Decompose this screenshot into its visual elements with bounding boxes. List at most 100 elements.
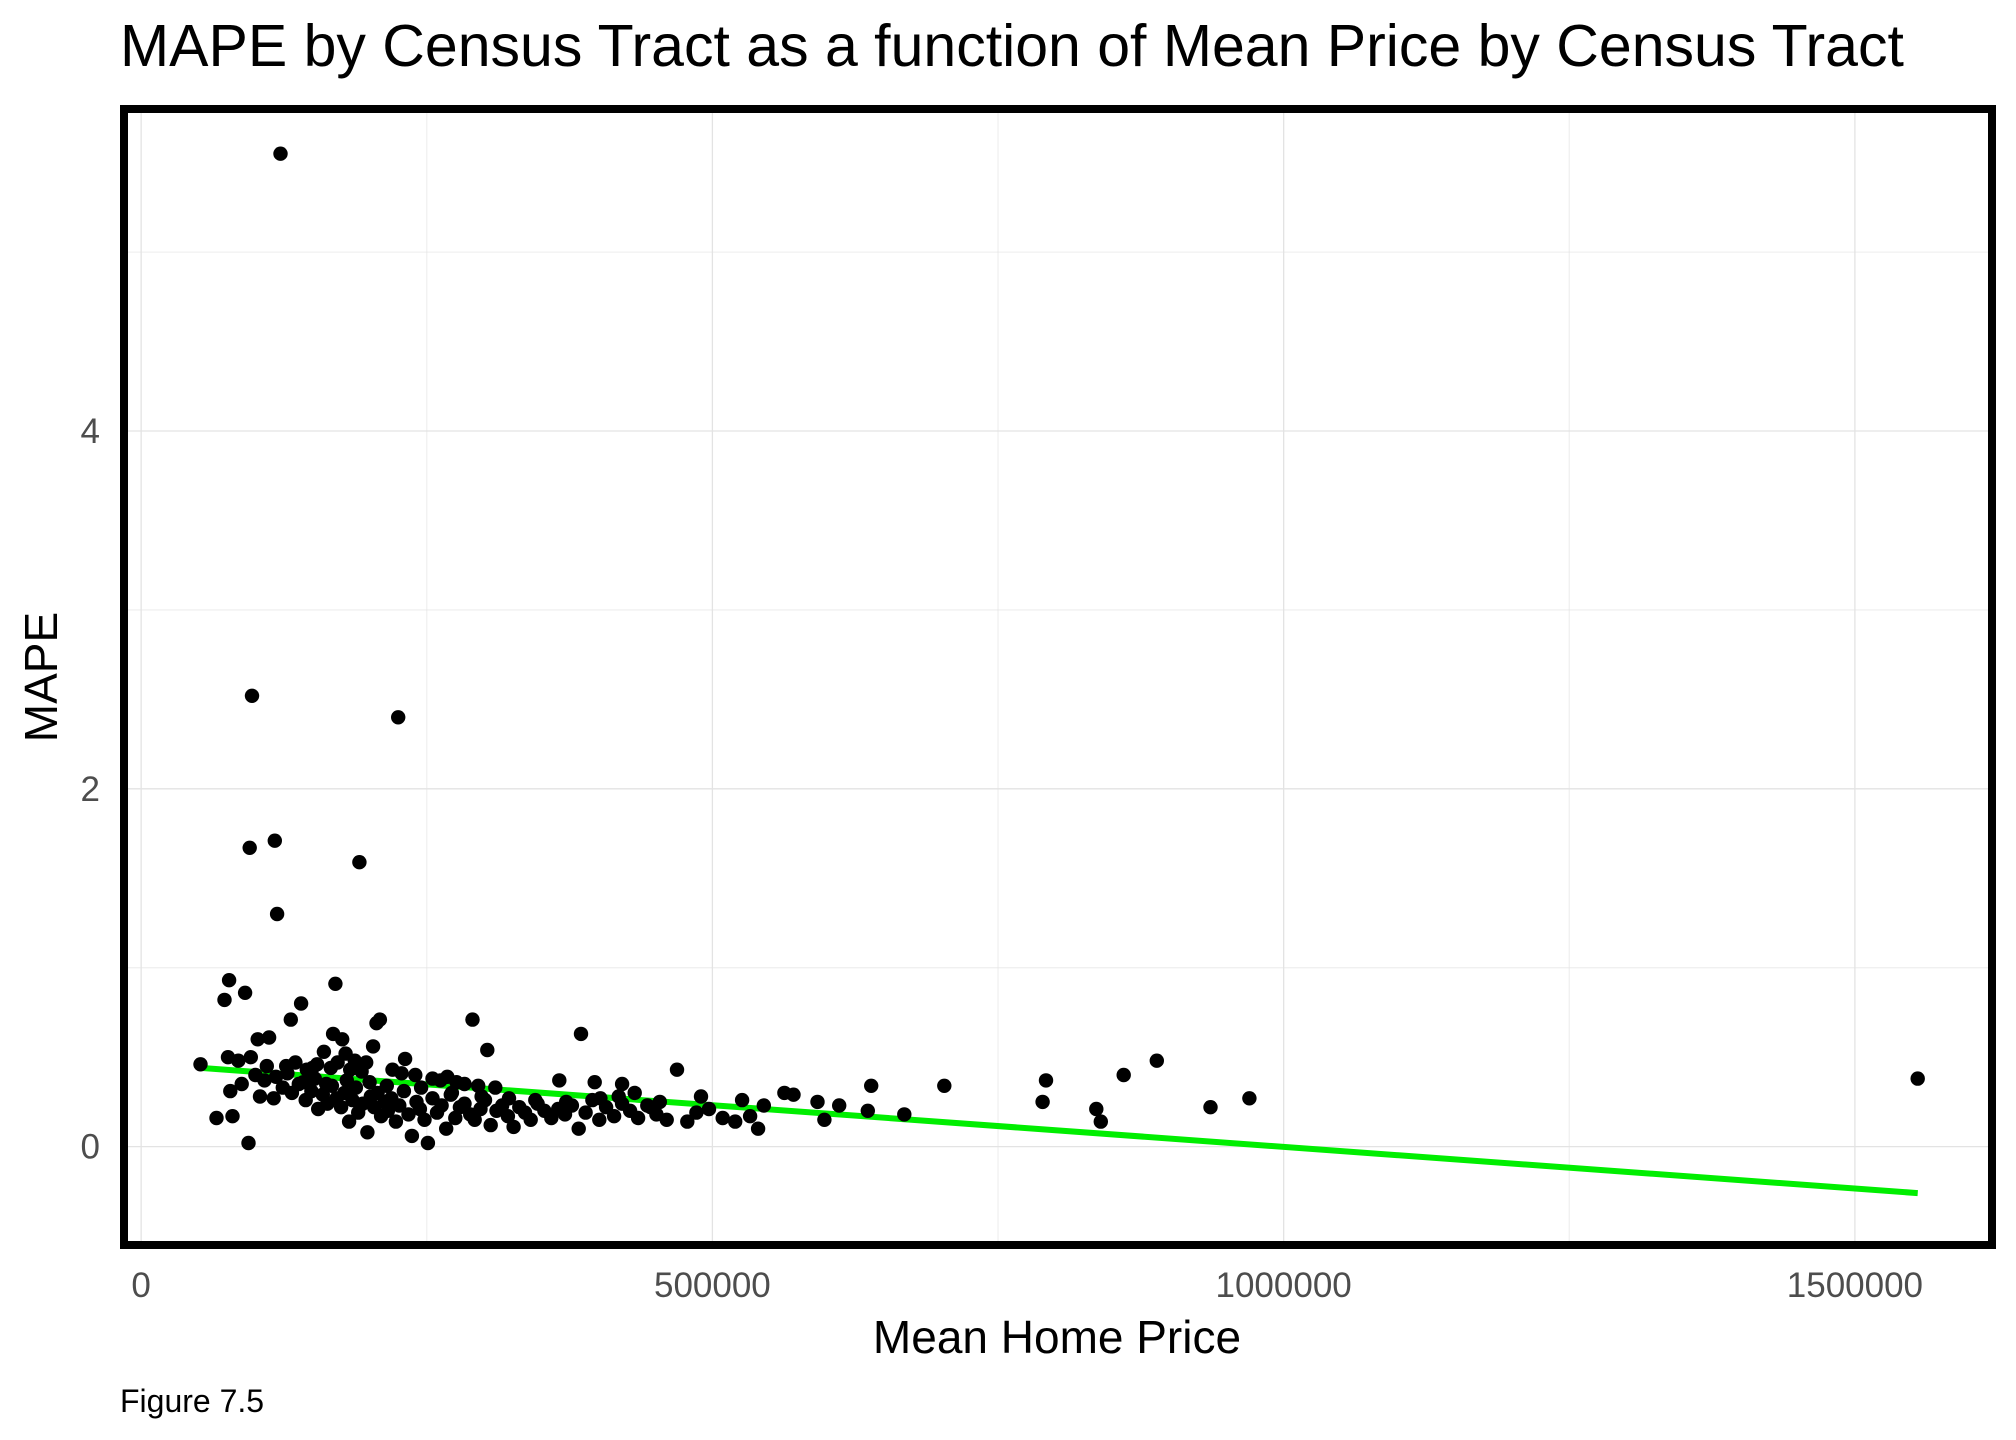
data-point — [593, 1091, 608, 1106]
data-point — [293, 996, 309, 1011]
data-point — [379, 1078, 394, 1094]
data-point — [592, 1112, 607, 1128]
data-point — [587, 1075, 602, 1090]
data-point — [444, 1085, 460, 1101]
data-point — [209, 1110, 224, 1126]
data-point — [693, 1089, 709, 1104]
data-point — [897, 1107, 912, 1122]
data-point — [242, 840, 257, 855]
data-point — [786, 1087, 801, 1102]
data-point — [448, 1110, 463, 1126]
data-point — [257, 1073, 272, 1088]
x-tick-label: 500000 — [654, 1266, 771, 1305]
data-point — [365, 1039, 381, 1054]
data-point — [250, 1032, 265, 1047]
data-point — [217, 992, 232, 1008]
data-point — [328, 976, 343, 991]
data-point — [1116, 1067, 1131, 1083]
data-point — [362, 1075, 377, 1090]
data-point — [360, 1125, 375, 1140]
data-point — [434, 1098, 449, 1113]
data-point — [234, 1076, 249, 1092]
data-point — [296, 1075, 311, 1090]
y-tick-label: 4 — [81, 412, 100, 451]
data-point — [680, 1114, 695, 1129]
data-point — [439, 1121, 454, 1136]
data-point — [756, 1098, 771, 1113]
data-point — [500, 1109, 516, 1124]
data-point — [225, 1109, 240, 1124]
data-point — [578, 1105, 593, 1120]
data-point — [280, 1066, 295, 1081]
data-point — [223, 1083, 238, 1099]
data-point — [832, 1098, 847, 1113]
data-point — [734, 1092, 750, 1108]
data-point — [465, 1012, 480, 1027]
y-tick-label: 0 — [81, 1128, 100, 1167]
data-point — [728, 1114, 743, 1129]
data-point — [241, 1135, 256, 1151]
data-point — [1089, 1101, 1104, 1117]
data-point — [488, 1080, 503, 1095]
data-point — [1149, 1053, 1165, 1068]
data-point — [559, 1094, 574, 1110]
data-point — [659, 1112, 674, 1128]
data-point — [552, 1073, 567, 1088]
data-point — [480, 1042, 495, 1058]
data-point — [1910, 1071, 1925, 1086]
panel-border — [120, 105, 1996, 1249]
data-point — [689, 1105, 704, 1120]
data-point — [573, 1026, 589, 1042]
data-point — [388, 1114, 404, 1129]
y-axis-ticks: 0 2 4 — [81, 412, 100, 1167]
data-point — [614, 1076, 630, 1092]
data-point — [397, 1051, 413, 1067]
data-point — [457, 1076, 472, 1092]
data-point — [392, 1098, 407, 1113]
data-point — [457, 1096, 472, 1111]
x-axis-title: Mean Home Price — [873, 1311, 1241, 1363]
data-point — [412, 1101, 428, 1117]
data-point — [715, 1110, 730, 1126]
data-point — [307, 1071, 322, 1086]
data-point — [1093, 1114, 1109, 1129]
data-point — [420, 1135, 436, 1151]
data-point — [417, 1112, 432, 1128]
data-point — [701, 1101, 717, 1117]
data-point — [506, 1119, 521, 1135]
data-point — [750, 1121, 766, 1136]
figure-caption: Figure 7.5 — [120, 1383, 264, 1419]
grid-lines — [124, 109, 1992, 1245]
data-point — [266, 1091, 281, 1106]
chart-title: MAPE by Census Tract as a function of Me… — [120, 13, 1904, 79]
data-point — [643, 1100, 658, 1115]
data-point — [352, 855, 367, 870]
data-point — [396, 1083, 412, 1099]
y-axis-title: MAPE — [15, 612, 67, 742]
data-point — [309, 1057, 325, 1072]
data-point — [1203, 1100, 1218, 1115]
data-point — [341, 1114, 357, 1129]
data-point — [391, 710, 406, 725]
data-point — [193, 1057, 208, 1072]
data-point — [523, 1112, 538, 1128]
data-point — [237, 985, 253, 1000]
data-point — [528, 1092, 543, 1108]
data-point — [333, 1100, 349, 1115]
data-point — [864, 1078, 879, 1094]
data-point — [571, 1121, 586, 1136]
x-tick-label: 1000000 — [1216, 1266, 1352, 1305]
data-point — [860, 1103, 875, 1119]
data-point — [339, 1073, 354, 1088]
data-point — [742, 1109, 758, 1124]
data-point — [401, 1107, 416, 1122]
trend-line-layer — [200, 1064, 1918, 1197]
data-point — [501, 1091, 517, 1106]
data-point — [467, 1112, 482, 1128]
data-point — [267, 833, 282, 848]
data-point — [221, 973, 237, 988]
data-point — [288, 1055, 303, 1070]
data-point — [408, 1067, 423, 1083]
data-point — [259, 1058, 274, 1074]
